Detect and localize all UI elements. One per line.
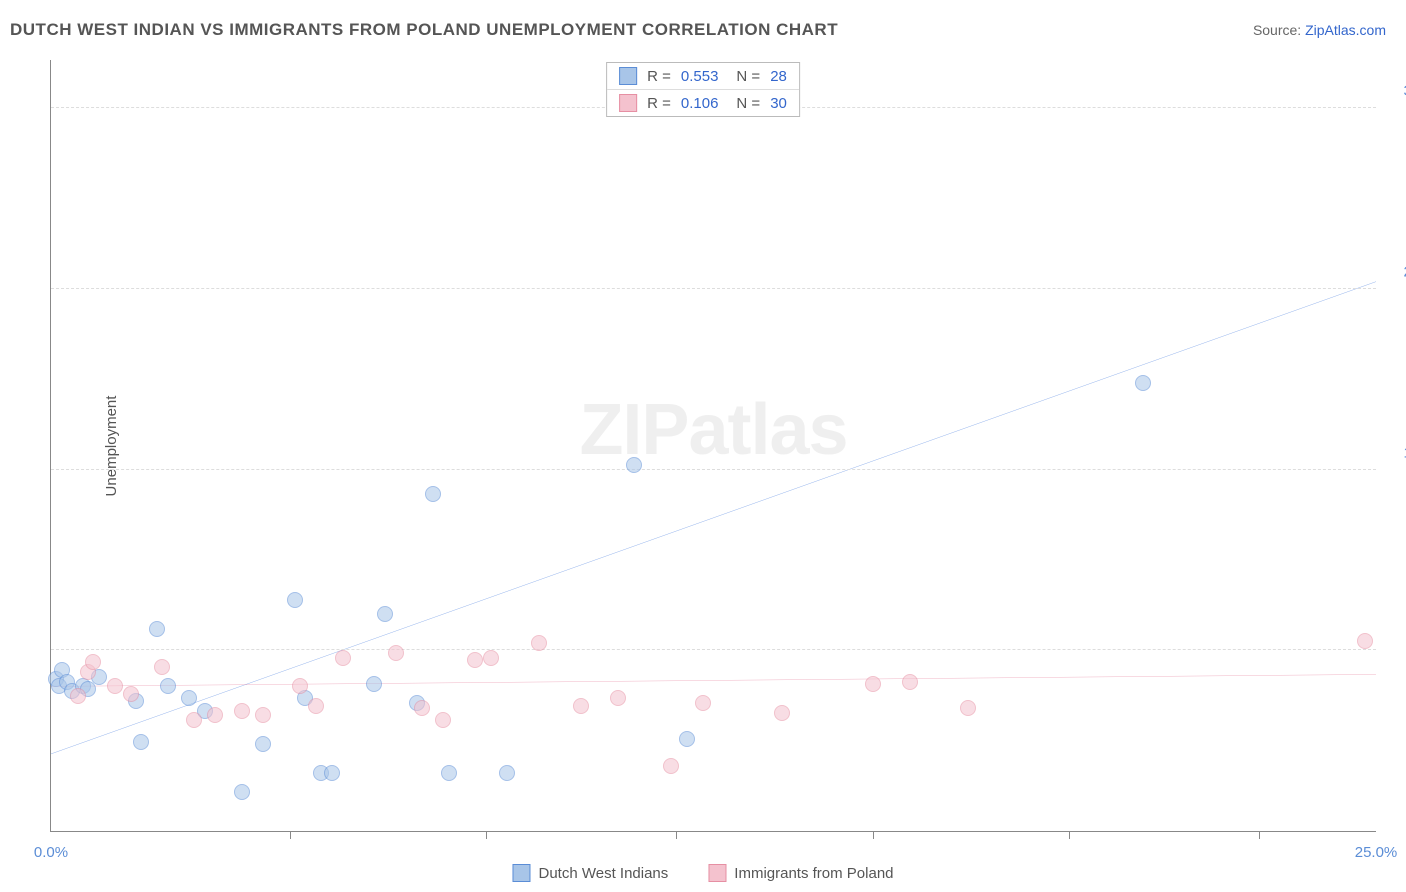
scatter-point [160,678,176,694]
n-value: 30 [770,95,787,112]
scatter-point [663,758,679,774]
scatter-point [234,784,250,800]
legend-item: Dutch West Indians [512,864,668,882]
scatter-point [234,703,250,719]
plot-area: Unemployment ZIPatlas 7.5%15.0%22.5%30.0… [50,60,1376,832]
scatter-point [425,486,441,502]
x-tick [676,831,677,839]
scatter-point [377,606,393,622]
scatter-point [335,650,351,666]
watermark-atlas: atlas [688,390,847,470]
scatter-point [610,690,626,706]
r-value: 0.106 [681,95,719,112]
trend-line [51,674,1376,686]
scatter-point [70,688,86,704]
n-value: 28 [770,68,787,85]
n-label: N = [736,68,760,85]
scatter-point [255,707,271,723]
stats-row: R = 0.553 N = 28 [607,63,799,89]
trend-line [51,282,1376,754]
legend-label: Dutch West Indians [538,865,668,882]
scatter-point [287,592,303,608]
scatter-point [695,695,711,711]
legend-swatch [619,67,637,85]
scatter-point [186,712,202,728]
trendlines-svg [51,60,1376,831]
y-tick-label: 7.5% [1386,625,1406,642]
r-label: R = [647,95,671,112]
chart-title: DUTCH WEST INDIAN VS IMMIGRANTS FROM POL… [10,20,838,40]
x-tick-label: 0.0% [34,844,68,861]
scatter-point [181,690,197,706]
scatter-point [255,736,271,752]
scatter-point [107,678,123,694]
y-axis-label: Unemployment [103,395,120,496]
scatter-point [414,700,430,716]
gridline [51,649,1376,650]
scatter-point [865,676,881,692]
scatter-point [388,645,404,661]
y-tick-label: 15.0% [1386,444,1406,461]
legend-swatch [708,864,726,882]
scatter-point [366,676,382,692]
legend-item: Immigrants from Poland [708,864,893,882]
x-tick-label: 25.0% [1355,844,1398,861]
scatter-point [123,686,139,702]
gridline [51,469,1376,470]
legend-swatch [512,864,530,882]
scatter-point [483,650,499,666]
source-prefix: Source: [1253,22,1305,38]
scatter-point [626,457,642,473]
x-tick [873,831,874,839]
r-value: 0.553 [681,68,719,85]
y-tick-label: 22.5% [1386,263,1406,280]
scatter-point [207,707,223,723]
scatter-point [774,705,790,721]
x-tick [486,831,487,839]
legend-label: Immigrants from Poland [734,865,893,882]
r-label: R = [647,68,671,85]
source-link[interactable]: ZipAtlas.com [1305,22,1386,38]
x-tick [1069,831,1070,839]
scatter-point [292,678,308,694]
scatter-point [1135,375,1151,391]
scatter-point [435,712,451,728]
source-attribution: Source: ZipAtlas.com [1253,22,1386,38]
legend-swatch [619,94,637,112]
stats-row: R = 0.106 N = 30 [607,89,799,116]
scatter-point [573,698,589,714]
scatter-point [149,621,165,637]
scatter-point [85,654,101,670]
scatter-point [679,731,695,747]
y-tick-label: 30.0% [1386,83,1406,100]
x-tick [1259,831,1260,839]
scatter-point [499,765,515,781]
stats-legend: R = 0.553 N = 28 R = 0.106 N = 30 [606,62,800,117]
scatter-point [960,700,976,716]
scatter-point [1357,633,1373,649]
scatter-point [467,652,483,668]
scatter-point [133,734,149,750]
x-tick [290,831,291,839]
gridline [51,288,1376,289]
series-legend: Dutch West Indians Immigrants from Poland [512,864,893,882]
scatter-point [441,765,457,781]
watermark: ZIPatlas [579,389,847,471]
scatter-point [308,698,324,714]
scatter-point [902,674,918,690]
scatter-point [324,765,340,781]
scatter-point [531,635,547,651]
scatter-point [154,659,170,675]
n-label: N = [736,95,760,112]
